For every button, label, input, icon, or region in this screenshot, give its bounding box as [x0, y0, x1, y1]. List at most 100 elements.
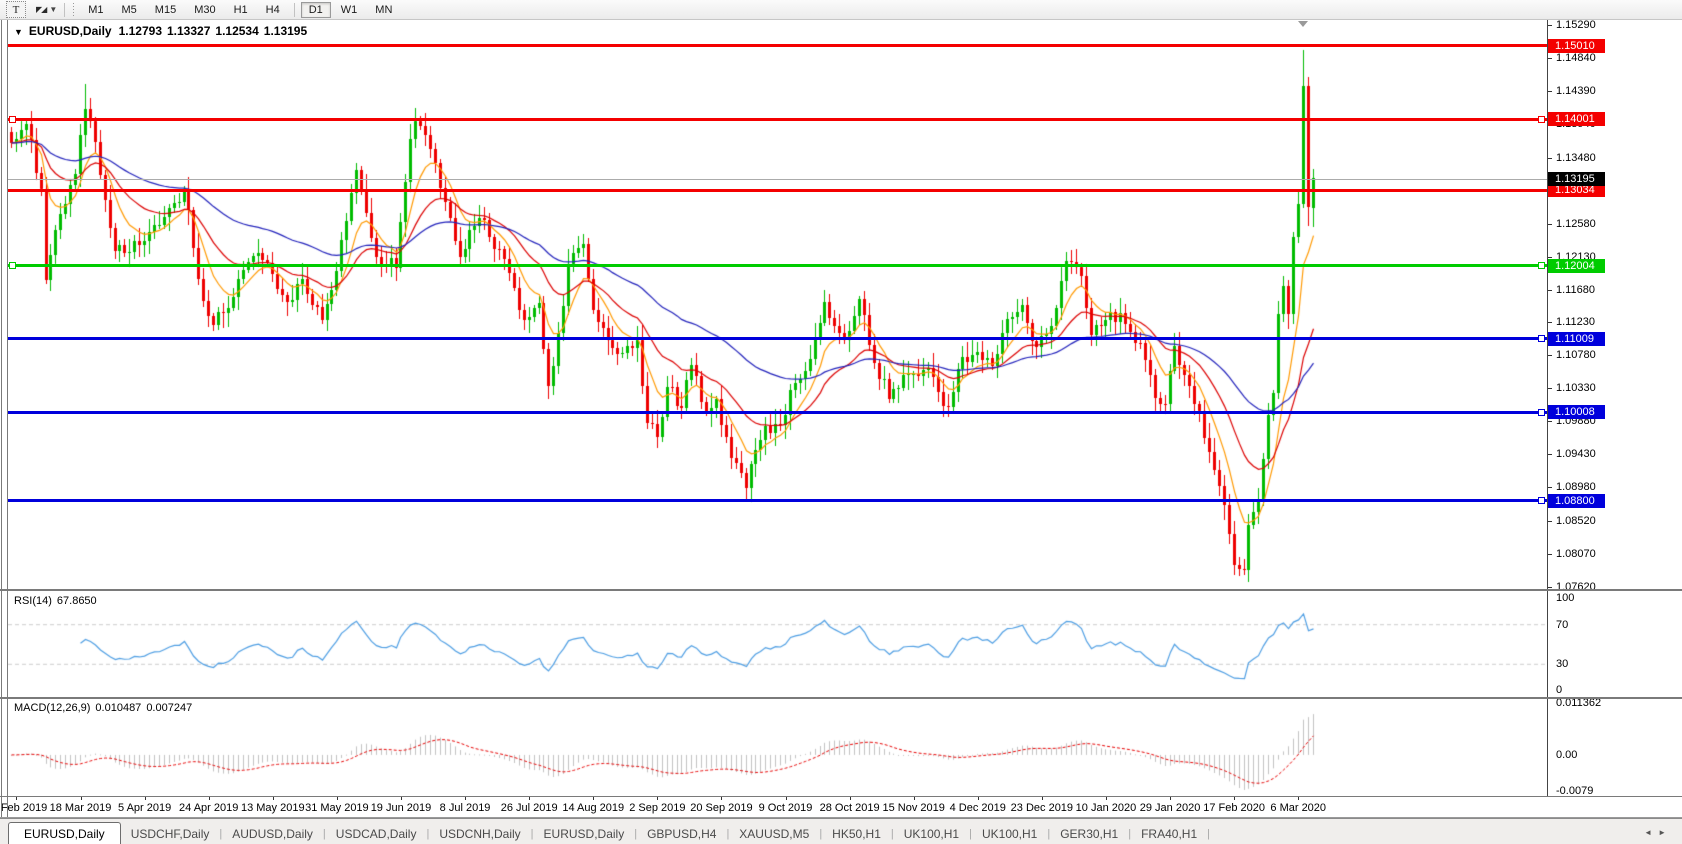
- macd-splitter[interactable]: [0, 697, 1682, 699]
- time-tick-label: 20 Sep 2019: [690, 802, 753, 814]
- toolbar-grip: [72, 3, 76, 16]
- rsi-splitter[interactable]: [0, 589, 1682, 591]
- price-tick-label: 1.08070: [1556, 548, 1596, 561]
- rsi-axis-label: 70: [1556, 618, 1569, 631]
- text-tool-button[interactable]: T: [6, 1, 26, 18]
- time-tick-mark: [977, 797, 979, 800]
- rsi-indicator-canvas[interactable]: [8, 591, 1547, 697]
- line-handle[interactable]: [1538, 497, 1545, 505]
- price-level-badge: 1.12004: [1548, 258, 1605, 273]
- tab-separator: |: [426, 827, 430, 840]
- price-tick-label: 1.12580: [1556, 217, 1596, 230]
- hline-level-1.11009[interactable]: [8, 337, 1547, 341]
- tab-audusd-daily[interactable]: AUDUSD,Daily: [232, 826, 313, 841]
- price-axis[interactable]: 1.152901.148401.143901.139401.134801.130…: [1548, 19, 1682, 797]
- tab-separator: |: [1047, 827, 1051, 840]
- time-tick-label: 28 Oct 2019: [819, 802, 880, 814]
- timeframe-button-mn[interactable]: MN: [375, 3, 393, 16]
- chart-left-border: [7, 19, 8, 817]
- symbol-caret-icon[interactable]: ▼: [14, 27, 23, 37]
- macd-indicator-canvas[interactable]: [8, 699, 1547, 796]
- price-tick-label: 1.13480: [1556, 151, 1596, 164]
- macd-main-value: 0.010487: [95, 702, 142, 714]
- tab-separator: |: [219, 827, 223, 840]
- candlestick-chart-canvas[interactable]: [8, 20, 1547, 589]
- price-tick-mark: [1548, 289, 1552, 291]
- tab-gbpusd-h4[interactable]: GBPUSD,H4: [647, 826, 717, 841]
- tab-scroll-right-icon[interactable]: ►: [1658, 828, 1672, 837]
- macd-axis-label: -0.0079: [1556, 785, 1594, 797]
- chevron-down-icon[interactable]: ▼: [49, 5, 58, 14]
- line-handle[interactable]: [1538, 115, 1545, 123]
- price-tick-label: 1.15290: [1556, 19, 1596, 31]
- time-tick-label: 29 Jan 2020: [1139, 802, 1201, 814]
- hline-level-1.13034[interactable]: [8, 188, 1547, 192]
- tab-separator: |: [530, 827, 534, 840]
- tab-usdcnh-daily[interactable]: USDCNH,Daily: [439, 826, 521, 841]
- tab-uk100-h1[interactable]: UK100,H1: [903, 826, 960, 841]
- time-tick-mark: [1105, 797, 1107, 800]
- tab-eurusd-daily[interactable]: EURUSD,Daily: [543, 826, 625, 841]
- tab-xauusd-m5[interactable]: XAUUSD,M5: [739, 826, 810, 841]
- macd-title: MACD(12,26,9) 0.010487 0.007247: [14, 702, 193, 714]
- time-axis-border: [0, 796, 1682, 797]
- quote-low: 1.12534: [215, 24, 259, 38]
- cursor-tool-icon: ◤◢: [36, 5, 47, 14]
- price-tick-mark: [1548, 157, 1552, 159]
- tab-ger30-h1[interactable]: GER30,H1: [1060, 826, 1119, 841]
- timeframe-button-m30[interactable]: M30: [194, 3, 216, 16]
- quote-close: 1.13195: [263, 24, 308, 38]
- hline-level-1.14001[interactable]: [8, 117, 1547, 121]
- tab-separator: |: [890, 827, 894, 840]
- price-tick-mark: [1548, 355, 1552, 357]
- macd-axis-label: 0.00: [1556, 748, 1578, 761]
- time-tick-mark: [400, 797, 402, 800]
- price-tick-label: 1.08980: [1556, 481, 1596, 494]
- price-tick-mark: [1548, 388, 1552, 390]
- price-tick-label: 1.14390: [1556, 84, 1596, 97]
- cursor-tool-button[interactable]: ◤◢ ▼: [34, 2, 59, 18]
- tab-eurusd-daily[interactable]: EURUSD,Daily: [8, 822, 121, 844]
- time-tick-label: 19 Jun 2019: [370, 802, 432, 814]
- time-tick-mark: [208, 797, 210, 800]
- tab-separator: |: [634, 827, 638, 840]
- timeframe-button-m5[interactable]: M5: [121, 3, 137, 16]
- hline-level-1.08800[interactable]: [8, 499, 1547, 503]
- timeframe-button-m1[interactable]: M1: [88, 3, 104, 16]
- hline-level-1.10008[interactable]: [8, 410, 1547, 414]
- time-tick-label: 31 May 2019: [305, 802, 369, 814]
- line-handle[interactable]: [9, 115, 16, 123]
- tab-scroll-left-icon[interactable]: ◄: [1644, 828, 1659, 837]
- line-handle[interactable]: [1538, 262, 1545, 270]
- line-handle[interactable]: [1538, 335, 1545, 343]
- tab-hk50-h1[interactable]: HK50,H1: [832, 826, 881, 841]
- time-tick-mark: [785, 797, 787, 800]
- timeframe-button-m15[interactable]: M15: [154, 3, 177, 16]
- price-tick-mark: [1548, 454, 1552, 456]
- tab-usdcad-daily[interactable]: USDCAD,Daily: [335, 826, 417, 841]
- hline-level-1.12004[interactable]: [8, 264, 1547, 268]
- tab-uk100-h1[interactable]: UK100,H1: [981, 826, 1038, 841]
- timeframe-button-d1[interactable]: D1: [300, 1, 331, 18]
- time-tick-label: 18 Mar 2019: [49, 802, 112, 814]
- tab-usdchf-daily[interactable]: USDCHF,Daily: [130, 826, 210, 841]
- time-tick-mark: [1298, 797, 1300, 800]
- chart-title: ▼ EURUSD,Daily 1.12793 1.13327 1.12534 1.1319…: [14, 24, 307, 38]
- line-handle[interactable]: [1538, 408, 1545, 416]
- time-tick-mark: [272, 797, 274, 800]
- timeframe-button-w1[interactable]: W1: [340, 3, 358, 16]
- price-tick-mark: [1548, 521, 1552, 523]
- price-tick-label: 1.11680: [1556, 283, 1595, 296]
- line-handle[interactable]: [9, 262, 16, 270]
- top-toolbar: T ◤◢ ▼ M1 M5 M15 M30 H1 H4 D1 W1 MN: [0, 0, 1682, 20]
- timeframe-button-h1[interactable]: H1: [233, 3, 248, 16]
- price-tick-label: 1.09430: [1556, 448, 1596, 461]
- price-level-badge: 1.11009: [1548, 331, 1605, 346]
- tab-fra40-h1[interactable]: FRA40,H1: [1141, 826, 1198, 841]
- timeframe-button-h4[interactable]: H4: [265, 3, 280, 16]
- price-level-badge: 1.08800: [1548, 493, 1605, 508]
- time-tick-label: 26 Jul 2019: [500, 802, 558, 814]
- price-tick-label: 1.10780: [1556, 349, 1596, 362]
- hline-level-1.15010[interactable]: [8, 44, 1547, 48]
